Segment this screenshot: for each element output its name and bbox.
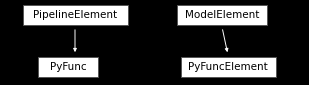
Text: PipelineElement: PipelineElement [33,10,117,20]
FancyBboxPatch shape [38,57,98,77]
Text: PyFuncElement: PyFuncElement [188,62,268,72]
Text: ModelElement: ModelElement [185,10,259,20]
FancyBboxPatch shape [177,5,267,25]
FancyBboxPatch shape [180,57,276,77]
Text: PyFunc: PyFunc [50,62,86,72]
FancyBboxPatch shape [23,5,128,25]
